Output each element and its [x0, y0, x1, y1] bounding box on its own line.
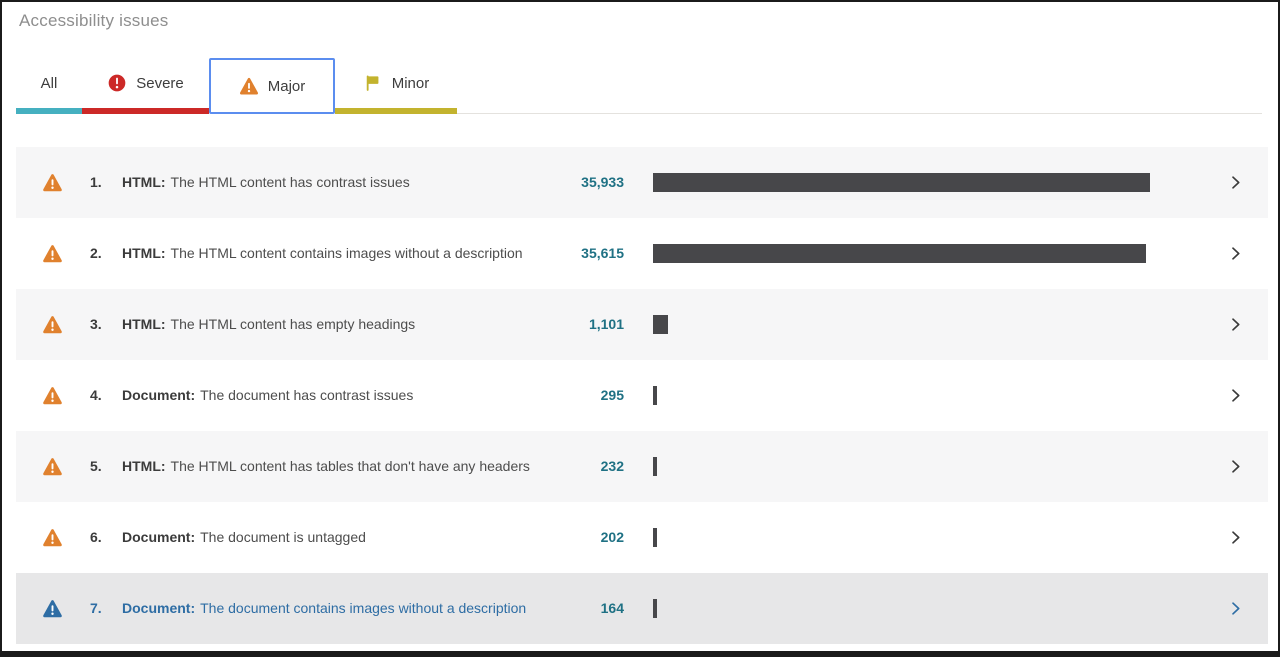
- issue-count: 164: [600, 600, 624, 616]
- major-warning-icon: [239, 76, 259, 96]
- issue-description: The document contains images without a d…: [200, 600, 527, 616]
- issue-category: HTML:: [122, 316, 166, 332]
- issue-list: 1. HTML: The HTML content has contrast is…: [16, 147, 1268, 644]
- severe-exclamation-icon: [107, 73, 127, 93]
- tab-all-label: All: [40, 74, 58, 92]
- issue-label: HTML: The HTML content has empty headings: [122, 289, 415, 360]
- issue-description: The HTML content contains images without…: [170, 245, 523, 261]
- issue-description: The document is untagged: [200, 529, 366, 545]
- severity-tabs: All Severe Major Minor: [16, 58, 1264, 114]
- issue-label: Document: The document has contrast issue…: [122, 360, 413, 431]
- tab-minor-label: Minor: [391, 74, 430, 92]
- issue-count: 295: [600, 387, 624, 403]
- warning-triangle-icon: [42, 173, 63, 192]
- issue-row[interactable]: 3. HTML: The HTML content has empty headi…: [16, 289, 1268, 360]
- issue-count: 202: [600, 529, 624, 545]
- chevron-right-icon[interactable]: [1227, 387, 1244, 404]
- issue-description: The HTML content has tables that don't h…: [170, 458, 530, 474]
- warning-triangle-icon: [42, 386, 63, 405]
- tab-severe-label: Severe: [136, 74, 184, 92]
- issue-count: 1,101: [588, 316, 624, 332]
- issue-label: HTML: The HTML content has contrast issue…: [122, 147, 410, 218]
- issue-row[interactable]: 6. Document: The document is untagged 202: [16, 502, 1268, 573]
- issue-count-bar: [653, 528, 657, 547]
- chevron-right-icon[interactable]: [1227, 600, 1244, 617]
- issue-label: Document: The document is untagged: [122, 502, 366, 573]
- issue-rank: 6.: [90, 529, 102, 545]
- issue-rank: 1.: [90, 174, 102, 190]
- issue-count: 232: [600, 458, 624, 474]
- issue-rank: 7.: [90, 600, 102, 616]
- issue-label: HTML: The HTML content contains images wi…: [122, 218, 523, 289]
- issue-category: Document:: [122, 529, 196, 545]
- issue-row[interactable]: 1. HTML: The HTML content has contrast is…: [16, 147, 1268, 218]
- tabs-divider-line: [457, 113, 1262, 114]
- issue-count-bar: [653, 599, 657, 618]
- tab-major-selected[interactable]: Major: [209, 58, 335, 114]
- issue-row[interactable]: 7. Document: The document contains images…: [16, 573, 1268, 644]
- chevron-right-icon[interactable]: [1227, 458, 1244, 475]
- chevron-right-icon[interactable]: [1227, 174, 1244, 191]
- issue-label: HTML: The HTML content has tables that do…: [122, 431, 530, 502]
- issue-count-bar: [653, 244, 1146, 263]
- issue-count: 35,615: [581, 245, 624, 261]
- issue-rank: 3.: [90, 316, 102, 332]
- chevron-right-icon[interactable]: [1227, 316, 1244, 333]
- issue-category: HTML:: [122, 245, 166, 261]
- chevron-right-icon[interactable]: [1227, 529, 1244, 546]
- issue-count-bar: [653, 457, 657, 476]
- warning-triangle-icon: [42, 528, 63, 547]
- issue-rank: 5.: [90, 458, 102, 474]
- minor-flag-icon: [363, 73, 383, 93]
- warning-triangle-icon: [42, 457, 63, 476]
- issue-count-bar: [653, 173, 1150, 192]
- issue-row[interactable]: 4. Document: The document has contrast is…: [16, 360, 1268, 431]
- issue-category: Document:: [122, 600, 196, 616]
- chevron-right-icon[interactable]: [1227, 245, 1244, 262]
- issue-description: The HTML content has empty headings: [170, 316, 416, 332]
- tab-severe[interactable]: Severe: [82, 58, 209, 114]
- warning-triangle-icon: [42, 244, 63, 263]
- tab-major-label: Major: [267, 77, 306, 95]
- page-title: Accessibility issues: [19, 11, 169, 30]
- issue-rank: 2.: [90, 245, 102, 261]
- issue-row[interactable]: 2. HTML: The HTML content contains images…: [16, 218, 1268, 289]
- warning-triangle-icon: [42, 599, 63, 618]
- tab-all[interactable]: All: [16, 58, 82, 114]
- issue-category: HTML:: [122, 458, 166, 474]
- issue-description: The document has contrast issues: [200, 387, 414, 403]
- issue-row[interactable]: 5. HTML: The HTML content has tables that…: [16, 431, 1268, 502]
- issue-label: Document: The document contains images wi…: [122, 573, 526, 644]
- issue-category: Document:: [122, 387, 196, 403]
- issue-count-bar: [653, 315, 668, 334]
- issue-category: HTML:: [122, 174, 166, 190]
- warning-triangle-icon: [42, 315, 63, 334]
- issue-description: The HTML content has contrast issues: [170, 174, 410, 190]
- issue-count-bar: [653, 386, 657, 405]
- issue-count: 35,933: [581, 174, 624, 190]
- tab-minor[interactable]: Minor: [335, 58, 457, 114]
- issue-rank: 4.: [90, 387, 102, 403]
